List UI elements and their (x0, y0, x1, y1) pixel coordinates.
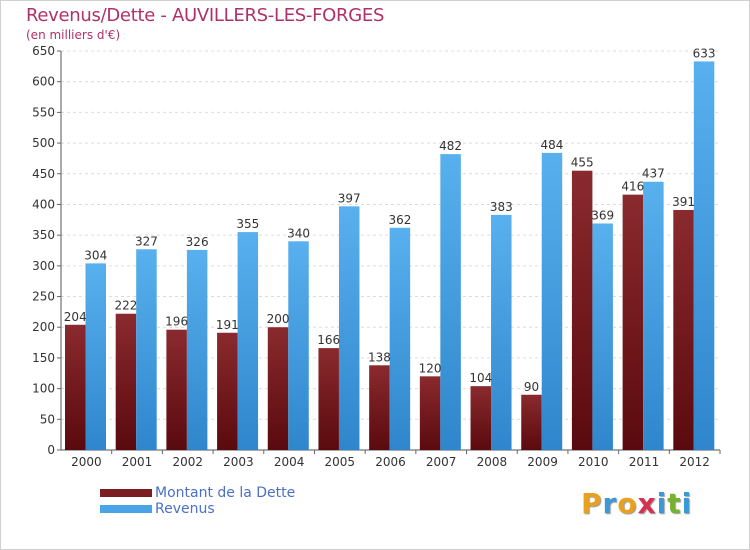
bar-dette (571, 170, 593, 450)
x-tick-label: 2010 (578, 455, 609, 469)
x-tick-label: 2011 (629, 455, 660, 469)
x-tick-label: 2006 (375, 455, 406, 469)
y-tick-label: 500 (32, 136, 55, 150)
logo-letter: o (617, 487, 638, 520)
x-tick-label: 2005 (325, 455, 356, 469)
data-label-revenus: 327 (135, 234, 158, 248)
bar-dette (318, 348, 339, 450)
y-tick-label: 250 (32, 290, 55, 304)
bar-dette (470, 386, 492, 450)
bar-revenus (440, 154, 461, 450)
y-tick-label: 350 (32, 228, 55, 242)
bar-dette (217, 332, 238, 450)
data-label-revenus: 304 (84, 248, 107, 262)
data-label-revenus: 437 (642, 167, 665, 181)
y-tick-label: 450 (32, 167, 55, 181)
proxiti-logo: Proxiti (581, 487, 692, 520)
x-tick-label: 2009 (527, 455, 558, 469)
data-label-revenus: 397 (338, 191, 361, 205)
data-label-dette: 196 (165, 315, 188, 329)
bar-revenus (491, 214, 512, 450)
data-label-revenus: 633 (693, 46, 716, 60)
logo-letter: i (656, 487, 668, 520)
bar-revenus (85, 263, 106, 450)
x-tick-label: 2012 (679, 455, 710, 469)
x-tick-label: 2000 (71, 455, 102, 469)
data-label-revenus: 484 (541, 138, 564, 152)
bar-revenus (389, 227, 411, 450)
logo-letter: r (602, 487, 618, 520)
x-tick-label: 2007 (426, 455, 457, 469)
bar-dette (115, 313, 137, 450)
bar-dette (622, 194, 644, 450)
y-tick-label: 0 (47, 443, 55, 457)
bar-revenus (288, 241, 309, 450)
data-label-dette: 90 (524, 380, 539, 394)
y-tick-label: 300 (32, 259, 55, 273)
bar-revenus (643, 181, 664, 450)
x-tick-label: 2003 (223, 455, 254, 469)
bar-dette (166, 329, 187, 450)
legend-label-dette: Montant de la Dette (155, 485, 296, 501)
y-tick-label: 650 (32, 44, 55, 58)
bar-dette (521, 394, 542, 450)
y-tick-label: 200 (32, 320, 55, 334)
data-label-revenus: 362 (388, 213, 411, 227)
logo-letter: P (581, 487, 603, 520)
data-label-dette: 166 (317, 333, 340, 347)
x-tick-label: 2004 (274, 455, 305, 469)
data-label-dette: 416 (621, 180, 644, 194)
data-label-dette: 191 (216, 318, 239, 332)
bar-revenus (186, 249, 208, 450)
data-label-revenus: 326 (186, 235, 209, 249)
data-label-revenus: 482 (439, 139, 462, 153)
bar-revenus (693, 61, 715, 450)
legend-swatch-revenus (100, 505, 152, 513)
bar-dette (369, 365, 390, 450)
bar-dette (673, 209, 694, 450)
data-label-dette: 120 (419, 361, 442, 375)
data-label-dette: 104 (469, 371, 492, 385)
bar-revenus (592, 223, 613, 450)
bar-revenus (338, 206, 360, 450)
y-tick-label: 50 (40, 412, 55, 426)
legend-label-revenus: Revenus (155, 501, 215, 517)
logo-letter: x (637, 487, 657, 520)
logo-letter: i (681, 487, 693, 520)
y-tick-label: 400 (32, 197, 55, 211)
data-label-revenus: 383 (490, 200, 513, 214)
bar-dette (419, 376, 441, 450)
bar-dette (65, 324, 86, 450)
bar-revenus (541, 152, 563, 450)
y-tick-label: 100 (32, 382, 55, 396)
data-label-revenus: 355 (236, 217, 259, 231)
chart-title: Revenus/Dette - AUVILLERS-LES-FORGES (26, 5, 385, 26)
bar-revenus (136, 249, 157, 450)
logo-letter: t (667, 487, 682, 520)
y-tick-label: 550 (32, 105, 55, 119)
y-tick-label: 150 (32, 351, 55, 365)
data-label-dette: 204 (64, 310, 87, 324)
data-label-dette: 138 (368, 350, 391, 364)
bar-dette (267, 327, 289, 450)
x-tick-label: 2001 (122, 455, 153, 469)
chart-subtitle: (en milliers d'€) (26, 28, 121, 42)
data-label-dette: 222 (114, 299, 137, 313)
data-label-revenus: 340 (287, 226, 310, 240)
data-label-revenus: 369 (591, 208, 614, 222)
x-tick-label: 2002 (172, 455, 203, 469)
legend-swatch-dette (100, 489, 152, 497)
data-label-dette: 391 (672, 195, 695, 209)
data-label-dette: 455 (571, 156, 594, 170)
bar-revenus (237, 232, 259, 450)
data-label-dette: 200 (267, 312, 290, 326)
x-tick-label: 2008 (477, 455, 508, 469)
y-tick-label: 600 (32, 75, 55, 89)
